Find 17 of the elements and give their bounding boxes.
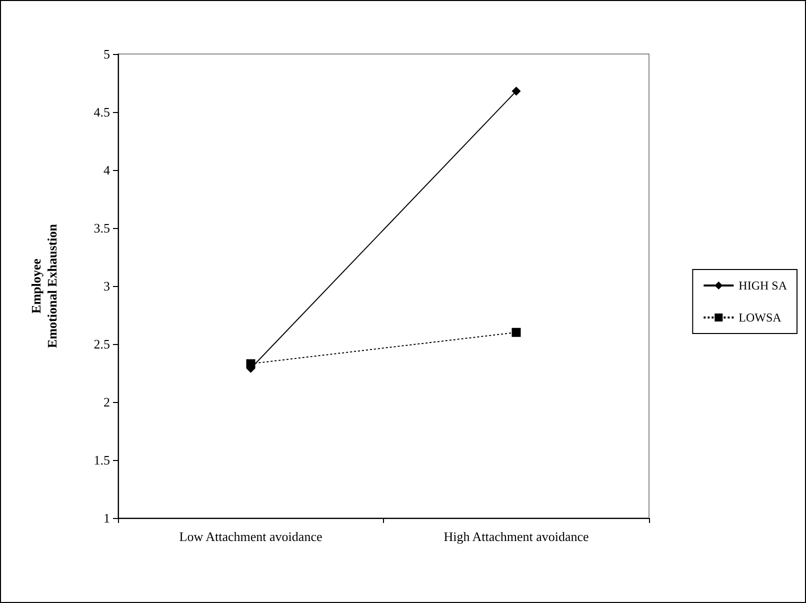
- y-tick-label: 3.5: [94, 220, 110, 236]
- point: [512, 328, 521, 337]
- x-tick-label: High Attachment avoidance: [444, 529, 590, 544]
- x-tick-label: Low Attachment avoidance: [179, 529, 322, 544]
- y-tick-label: 5: [104, 46, 110, 62]
- point: [246, 359, 256, 368]
- y-tick-label: 1.5: [94, 452, 110, 468]
- legend-label: LOWSA: [738, 310, 782, 324]
- y-tick-label: 3: [104, 278, 110, 294]
- point: [512, 86, 521, 96]
- y-tick-label: 4.5: [94, 104, 110, 120]
- y-axis-title: Employee Emotional Exhaustion: [28, 223, 60, 348]
- y-tick-label: 2: [104, 394, 110, 410]
- y-tick-label: 4: [104, 162, 110, 178]
- y-tick-label: 1: [104, 510, 110, 526]
- y-tick-label: 2.5: [94, 336, 110, 352]
- legend-label: HIGH SA: [738, 278, 788, 292]
